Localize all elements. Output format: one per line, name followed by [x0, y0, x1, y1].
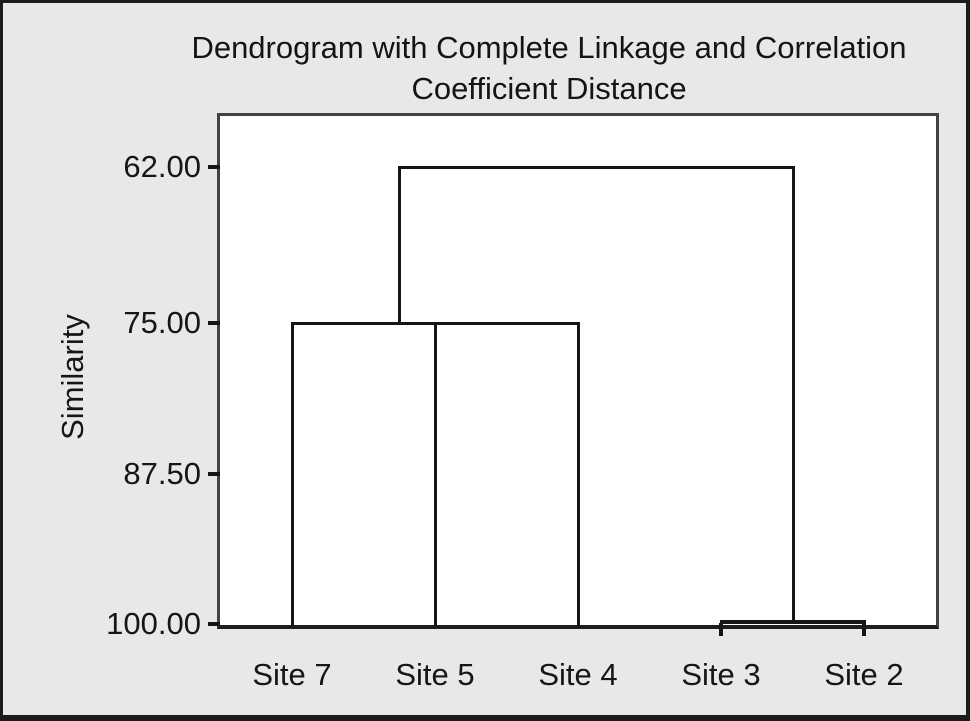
leaf-cap-line — [862, 623, 866, 636]
x-axis-label: Site 7 — [252, 657, 332, 692]
y-tick-label: 62.00 — [123, 149, 201, 184]
leaf-cap-line — [719, 623, 723, 636]
merge-level-line — [398, 166, 795, 169]
y-axis-tick — [208, 472, 220, 476]
y-tick-label: 75.00 — [123, 305, 201, 340]
cluster-branch-line — [577, 323, 580, 626]
merge-level-line — [291, 322, 509, 325]
x-axis-label: Site 2 — [824, 657, 904, 692]
chart-title-line-2: Coefficient Distance — [411, 71, 687, 106]
y-tick-label: 87.50 — [123, 456, 201, 491]
cluster-branch-line — [291, 323, 294, 626]
x-axis-label: Site 4 — [538, 657, 618, 692]
y-axis-tick — [208, 622, 220, 626]
y-tick-label: 100.00 — [106, 606, 201, 641]
x-axis-label: Site 5 — [395, 657, 475, 692]
cluster-branch-line — [434, 323, 437, 626]
chart-title-line-1: Dendrogram with Complete Linkage and Cor… — [191, 30, 907, 65]
y-axis-tick — [208, 165, 220, 169]
chart-title: Dendrogram with Complete Linkage and Cor… — [132, 27, 966, 109]
x-axis-label: Site 3 — [681, 657, 761, 692]
y-axis-tick — [208, 321, 220, 325]
cluster-branch-line — [398, 167, 401, 323]
cluster-branch-line — [792, 167, 795, 623]
